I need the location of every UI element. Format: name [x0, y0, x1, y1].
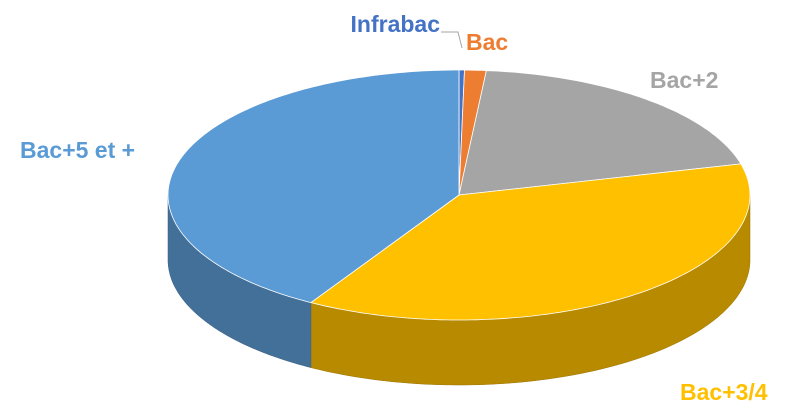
- slice-label: Bac: [466, 29, 508, 55]
- slice: [309, 163, 751, 321]
- slice-label: Infrabac: [351, 11, 441, 37]
- slice-label: Bac+2: [650, 67, 718, 93]
- slice-label: Bac+5 et +: [20, 137, 135, 163]
- slice: [167, 69, 460, 304]
- leader-line: [441, 31, 463, 49]
- slice: [458, 70, 742, 196]
- slice-label: Bac+3/4: [680, 379, 768, 405]
